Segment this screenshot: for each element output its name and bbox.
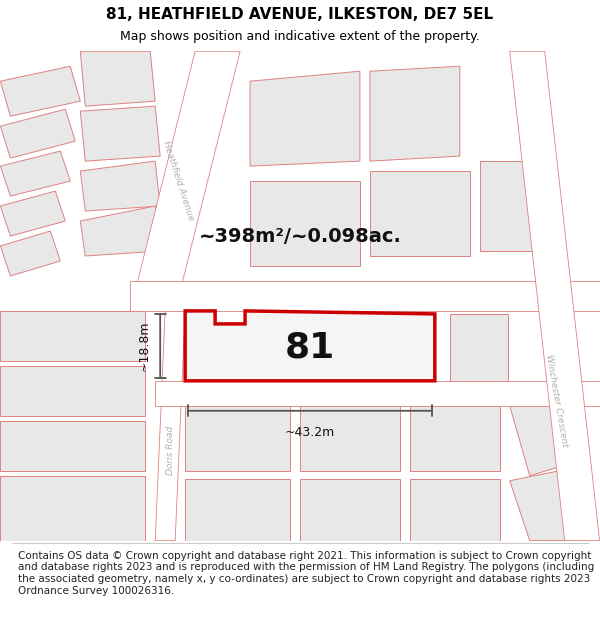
Polygon shape <box>250 71 360 166</box>
Polygon shape <box>80 51 155 106</box>
Polygon shape <box>130 51 240 311</box>
Polygon shape <box>155 381 599 406</box>
Polygon shape <box>510 51 599 541</box>
Polygon shape <box>1 366 145 416</box>
Text: Doris Road: Doris Road <box>166 426 175 476</box>
Polygon shape <box>80 106 160 161</box>
Polygon shape <box>250 181 360 266</box>
Text: 81: 81 <box>285 331 335 365</box>
Polygon shape <box>300 479 400 541</box>
Text: 81, HEATHFIELD AVENUE, ILKESTON, DE7 5EL: 81, HEATHFIELD AVENUE, ILKESTON, DE7 5EL <box>106 7 494 22</box>
Polygon shape <box>1 191 65 236</box>
Text: Map shows position and indicative extent of the property.: Map shows position and indicative extent… <box>120 31 480 43</box>
Polygon shape <box>185 311 435 381</box>
Text: ~18.8m: ~18.8m <box>137 321 150 371</box>
Polygon shape <box>80 161 160 211</box>
Polygon shape <box>1 231 61 276</box>
Polygon shape <box>155 311 185 541</box>
Polygon shape <box>1 151 70 196</box>
Polygon shape <box>1 476 145 541</box>
Polygon shape <box>450 314 508 381</box>
Polygon shape <box>510 471 580 541</box>
Text: Heathfield Avenue: Heathfield Avenue <box>161 140 195 222</box>
Polygon shape <box>1 421 145 471</box>
Polygon shape <box>185 479 290 541</box>
Polygon shape <box>300 406 400 471</box>
Polygon shape <box>185 406 290 471</box>
Polygon shape <box>410 406 500 471</box>
Text: Contains OS data © Crown copyright and database right 2021. This information is : Contains OS data © Crown copyright and d… <box>18 551 594 596</box>
Polygon shape <box>510 391 580 476</box>
Polygon shape <box>1 66 80 116</box>
Text: Winchester Crescent: Winchester Crescent <box>544 354 569 447</box>
Polygon shape <box>410 479 500 541</box>
Polygon shape <box>370 66 460 161</box>
Polygon shape <box>370 171 470 256</box>
Polygon shape <box>1 311 145 361</box>
Polygon shape <box>130 281 599 311</box>
Text: ~43.2m: ~43.2m <box>285 426 335 439</box>
Polygon shape <box>1 109 75 158</box>
Polygon shape <box>480 161 545 251</box>
Text: ~398m²/~0.098ac.: ~398m²/~0.098ac. <box>199 226 401 246</box>
Polygon shape <box>80 206 160 256</box>
